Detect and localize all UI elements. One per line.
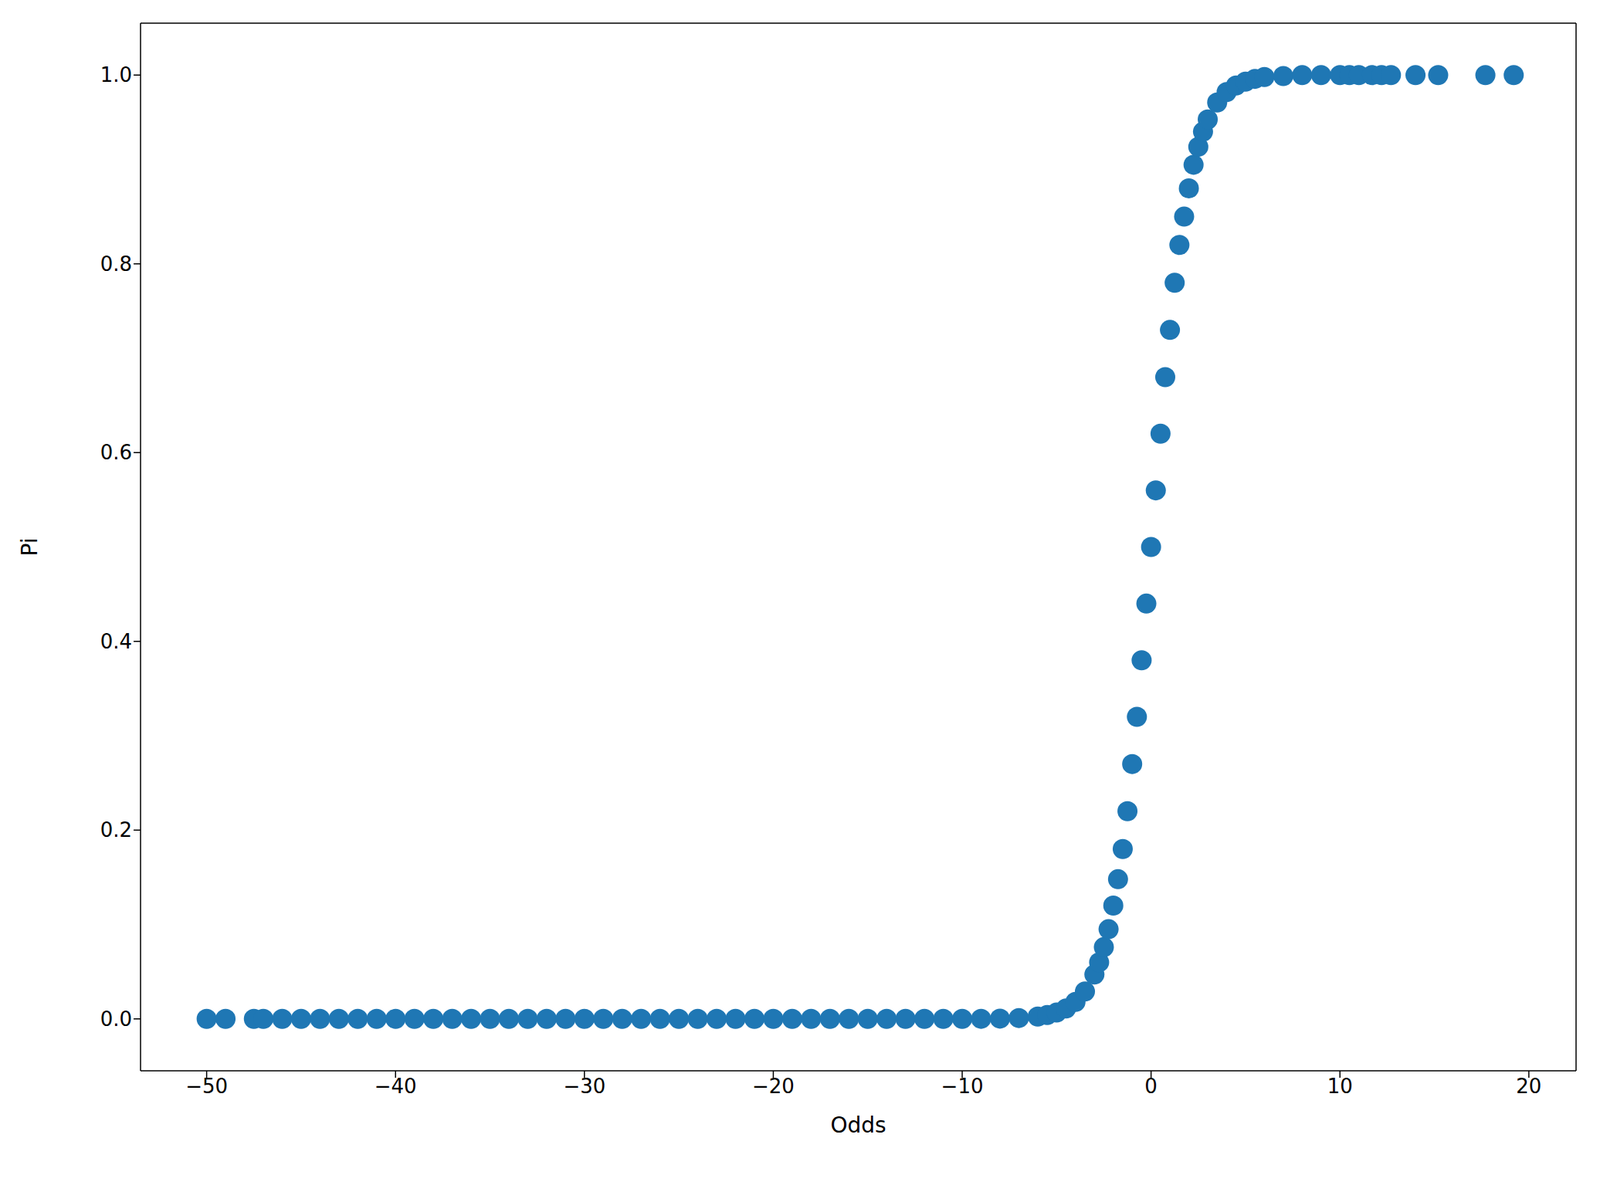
svg-text:−40: −40 xyxy=(374,1074,417,1099)
svg-text:−20: −20 xyxy=(752,1074,795,1099)
svg-text:0.6: 0.6 xyxy=(100,440,133,465)
svg-text:1.0: 1.0 xyxy=(100,63,133,87)
svg-text:−10: −10 xyxy=(941,1074,984,1099)
svg-text:0.2: 0.2 xyxy=(100,818,133,842)
svg-text:Odds: Odds xyxy=(830,1112,886,1139)
svg-text:10: 10 xyxy=(1327,1074,1353,1099)
svg-text:0: 0 xyxy=(1144,1074,1158,1099)
svg-text:0.4: 0.4 xyxy=(100,630,133,654)
svg-text:20: 20 xyxy=(1515,1074,1542,1099)
svg-text:−50: −50 xyxy=(185,1074,228,1099)
svg-text:Pi: Pi xyxy=(16,537,43,556)
svg-text:−30: −30 xyxy=(562,1074,606,1099)
svg-text:0.0: 0.0 xyxy=(100,1007,133,1031)
svg-text:0.8: 0.8 xyxy=(100,252,133,276)
